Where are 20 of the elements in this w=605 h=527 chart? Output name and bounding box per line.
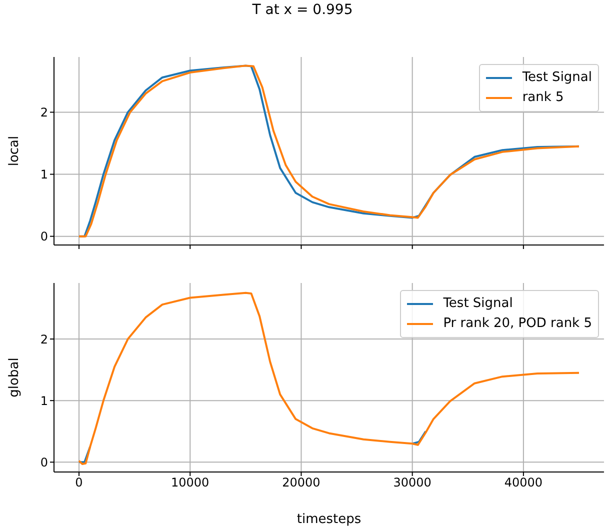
y-axis-title: global xyxy=(7,358,22,398)
x-tick-label: 30000 xyxy=(393,476,432,490)
legend-label: Test Signal xyxy=(443,295,513,313)
y-tick-label: 2 xyxy=(40,332,48,346)
y-axis-title: local xyxy=(7,136,22,166)
legend-label: Test Signal xyxy=(522,69,592,87)
y-tick-label: 0 xyxy=(40,455,48,470)
chart-title: T at x = 0.995 xyxy=(251,2,354,18)
y-tick-label: 1 xyxy=(40,168,48,182)
x-tick-label: 10000 xyxy=(171,476,210,490)
y-tick-label: 2 xyxy=(40,105,48,120)
x-tick-label: 20000 xyxy=(282,476,320,490)
y-tick-label: 0 xyxy=(40,230,48,244)
y-tick-label: 1 xyxy=(40,394,48,408)
line-series xyxy=(78,292,580,465)
x-tick-label: 0 xyxy=(75,476,83,490)
x-tick-label: 40000 xyxy=(504,476,543,490)
legend-label: Pr rank 20, POD rank 5 xyxy=(443,315,592,333)
legend-label: rank 5 xyxy=(522,89,564,107)
x-axis-title: timesteps xyxy=(296,512,362,527)
